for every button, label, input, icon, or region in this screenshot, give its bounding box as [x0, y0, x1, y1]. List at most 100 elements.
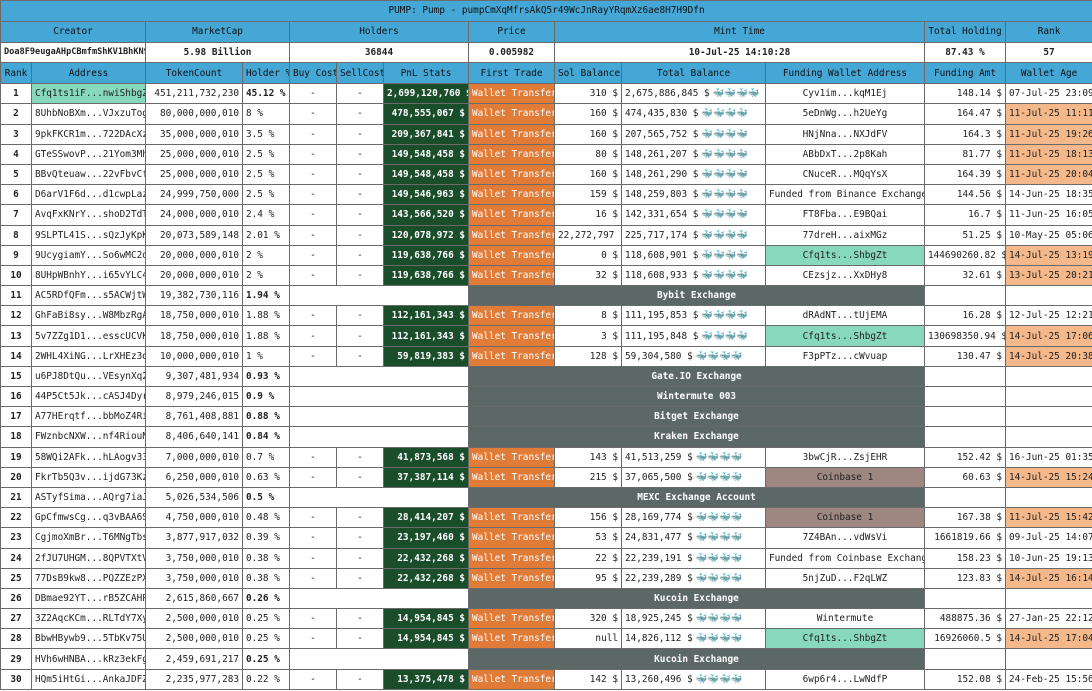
address-cell[interactable]: 9pkFKCR1m...722DAcXzv — [31, 123, 146, 145]
rank-cell: 6 — [0, 184, 32, 206]
sol-balance-cell: 53 $ — [554, 527, 622, 549]
exchange-label: Kucoin Exchange — [468, 587, 925, 610]
whale-icons: 🐳🐳🐳🐳 — [695, 613, 743, 625]
sell-cost-cell: - — [336, 163, 384, 186]
address-cell[interactable]: 2fJU7UHGM...8QPVTXtVZ — [31, 547, 146, 569]
address-cell[interactable]: HVh6wHNBA...kRz3ekFgt — [31, 648, 146, 670]
column-header-token-count[interactable]: TokenCount — [145, 62, 243, 85]
column-header-wallet-age[interactable]: Wallet Age — [1004, 62, 1092, 85]
address-cell[interactable]: CgjmoXmBr...T6MNgTbsx — [31, 527, 146, 549]
token-count-cell: 2,500,000,010 — [145, 628, 243, 650]
sell-cost-cell: - — [336, 204, 384, 226]
holder-pct-cell: 0.5 % — [242, 486, 290, 509]
funding-wallet-cell[interactable]: ABbDxT...2p8Kah — [765, 143, 925, 165]
column-header-pnl-stats[interactable]: PnL Stats — [383, 62, 469, 85]
address-cell[interactable]: BbwHBywb9...5TbKv75UK — [31, 628, 146, 650]
rank-cell: 28 — [0, 628, 32, 650]
first-trade-cell: Wallet Transfer — [468, 345, 555, 367]
table-row: 18 FWznbcNXW...nf4RiouN5 8,406,640,141 0.84… — [0, 426, 1092, 448]
column-header-sell-cost[interactable]: SellCost — [336, 62, 384, 85]
funding-wallet-cell[interactable]: Funded from Binance Exchange — [765, 184, 925, 206]
buy-cost-cell: - — [289, 244, 337, 266]
whale-icons: 🐳🐳🐳🐳 — [701, 330, 749, 342]
total-balance-value: 22,239,289 $ — [625, 572, 693, 584]
funding-wallet-cell[interactable]: Cfq1ts...ShbgZt — [765, 628, 925, 650]
first-trade-cell: Wallet Transfer — [468, 184, 555, 206]
address-cell[interactable]: GTeSSwovP...21Yom3MhB — [31, 143, 146, 165]
column-header-sol-balance[interactable]: Sol Balance — [554, 62, 622, 85]
address-cell[interactable]: 8UhbNoBXm...VJxzuTogC — [31, 103, 146, 125]
address-cell[interactable]: GpCfmwsCg...q3vBAA6SA — [31, 507, 146, 529]
address-cell[interactable]: AC5RDfQFm...s5ACWjtW2 — [31, 285, 146, 307]
funding-wallet-cell[interactable]: HNjNna...NXJdFV — [765, 123, 925, 145]
funding-wallet-cell[interactable]: CEzsjz...XxDHy8 — [765, 264, 925, 287]
address-cell[interactable]: 77DsB9kw8...PQZZEzPXe — [31, 567, 146, 589]
funding-wallet-cell[interactable]: 3bwCjR...ZsjEHR — [765, 446, 925, 468]
wallet-age-cell: 11-Jul-25 15:42 — [1004, 507, 1092, 529]
column-header-total-balance[interactable]: Total Balance — [621, 62, 766, 85]
address-cell[interactable]: DBmae92YT...rB5ZCAHPd — [31, 587, 146, 610]
funding-wallet-cell[interactable]: Cfq1ts...ShbgZt — [765, 325, 925, 347]
funding-wallet-cell[interactable]: Wintermute — [765, 608, 925, 630]
address-cell[interactable]: AvqFxKNrY...shoD2TdT6 — [31, 204, 146, 226]
funding-wallet-cell[interactable]: Coinbase 1 — [765, 466, 925, 488]
column-header-funding-amt[interactable]: Funding Amt — [924, 62, 1006, 85]
address-cell[interactable]: u6PJ8DtQu...VEsynXq2w — [31, 365, 146, 388]
total-balance-cell: 18,925,245 $ 🐳🐳🐳🐳 — [621, 608, 766, 630]
address-cell[interactable]: FkrTb5Q3v...ijdG73Kz1 — [31, 466, 146, 488]
funding-wallet-cell[interactable]: F3pPTz...cWvuap — [765, 345, 925, 367]
whale-icons: 🐳🐳🐳🐳 — [695, 532, 743, 544]
price-value: 0.005982 — [468, 41, 555, 64]
address-cell[interactable]: 58WQi2AFk...hLAogv33E — [31, 446, 146, 468]
funding-wallet-cell[interactable]: 77dreH...aixMGz — [765, 224, 925, 246]
funding-wallet-cell[interactable]: Cfq1ts...ShbgZt — [765, 244, 925, 266]
column-header-address[interactable]: Address — [31, 62, 146, 85]
address-cell[interactable]: D6arV1F6d...d1cwpLazd — [31, 184, 146, 206]
address-cell[interactable]: 3Z2AqcKCm...RLTdY7XyN — [31, 608, 146, 630]
funding-wallet-cell[interactable]: Coinbase 1 — [765, 507, 925, 529]
holders-header: Holders — [289, 20, 469, 43]
funding-wallet-cell[interactable]: dRAdNT...tUjEMA — [765, 305, 925, 327]
column-header-holder-pct[interactable]: Holder % — [242, 62, 290, 85]
blank-cell — [289, 285, 469, 307]
blank-cell — [1004, 385, 1092, 408]
holder-pct-cell: 0.22 % — [242, 668, 290, 690]
first-trade-cell: Wallet Transfer — [468, 143, 555, 165]
column-header-first-trade[interactable]: First Trade — [468, 62, 555, 85]
address-cell[interactable]: 9SLPTL41S...sQzJyKpKS — [31, 224, 146, 246]
funding-wallet-cell[interactable]: CNuceR...MQqYsX — [765, 163, 925, 186]
holder-pct-cell: 0.25 % — [242, 608, 290, 630]
address-cell[interactable]: 8UHpWBnhY...i65vYLC42 — [31, 264, 146, 287]
sol-balance-cell: 160 $ — [554, 103, 622, 125]
address-cell[interactable]: BBvQteuaw...22vFbvCfT — [31, 163, 146, 186]
funding-wallet-cell[interactable]: Funded from Coinbase Exchange — [765, 547, 925, 569]
address-cell[interactable]: 2WHL4XiNG...LrXHEz3dw — [31, 345, 146, 367]
funding-wallet-cell[interactable]: 6wp6r4...LwNdfP — [765, 668, 925, 690]
buy-cost-cell: - — [289, 628, 337, 650]
address-cell[interactable]: Cfq1ts1iF...nwiShbgZt — [31, 83, 146, 105]
table-row: 9 9UcygiamY...So6wMC2dN 20,000,000,010 2 % -… — [0, 244, 1092, 266]
holder-pct-cell: 2.5 % — [242, 184, 290, 206]
funding-wallet-cell[interactable]: 5eDnWg...h2UeYg — [765, 103, 925, 125]
funding-amt-cell: 167.38 $ — [924, 507, 1006, 529]
address-cell[interactable]: GhFaBi8sy...W8MbzRgAU — [31, 305, 146, 327]
funding-wallet-cell[interactable]: Cyv1im...kqM1Ej — [765, 83, 925, 105]
creator-address[interactable]: Doa8F9eugaAHpCBmfmShKV1BhKN9xyaEDg1mTson… — [0, 41, 146, 64]
holder-pct-cell: 0.63 % — [242, 466, 290, 488]
address-cell[interactable]: HQm5iHtGi...AnkaJDFZ1 — [31, 668, 146, 690]
funding-wallet-cell[interactable]: 5njZuD...F2qLWZ — [765, 567, 925, 589]
address-cell[interactable]: 44P5Ct5Jk...cASJ4Dyra — [31, 385, 146, 408]
address-cell[interactable]: A77HErqtf...bbMoZ4RiR — [31, 406, 146, 428]
funding-wallet-cell[interactable]: 7Z4BAn...vdWsVi — [765, 527, 925, 549]
address-cell[interactable]: ASTyfSima...AQrg7iaJZ — [31, 486, 146, 509]
total-balance-cell: 24,831,477 $ 🐳🐳🐳🐳 — [621, 527, 766, 549]
wallet-age-cell: 11-Jun-25 16:05 — [1004, 204, 1092, 226]
column-header-buy-cost[interactable]: Buy Cost — [289, 62, 337, 85]
address-cell[interactable]: 5v7ZZg1D1...esscUCVKE — [31, 325, 146, 347]
column-header-rank[interactable]: Rank — [0, 62, 32, 85]
address-cell[interactable]: FWznbcNXW...nf4RiouN5 — [31, 426, 146, 448]
column-header-funding-wallet[interactable]: Funding Wallet Address — [765, 62, 925, 85]
rank-cell: 29 — [0, 648, 32, 670]
address-cell[interactable]: 9UcygiamY...So6wMC2dN — [31, 244, 146, 266]
funding-wallet-cell[interactable]: FT8Fba...E9BQai — [765, 204, 925, 226]
